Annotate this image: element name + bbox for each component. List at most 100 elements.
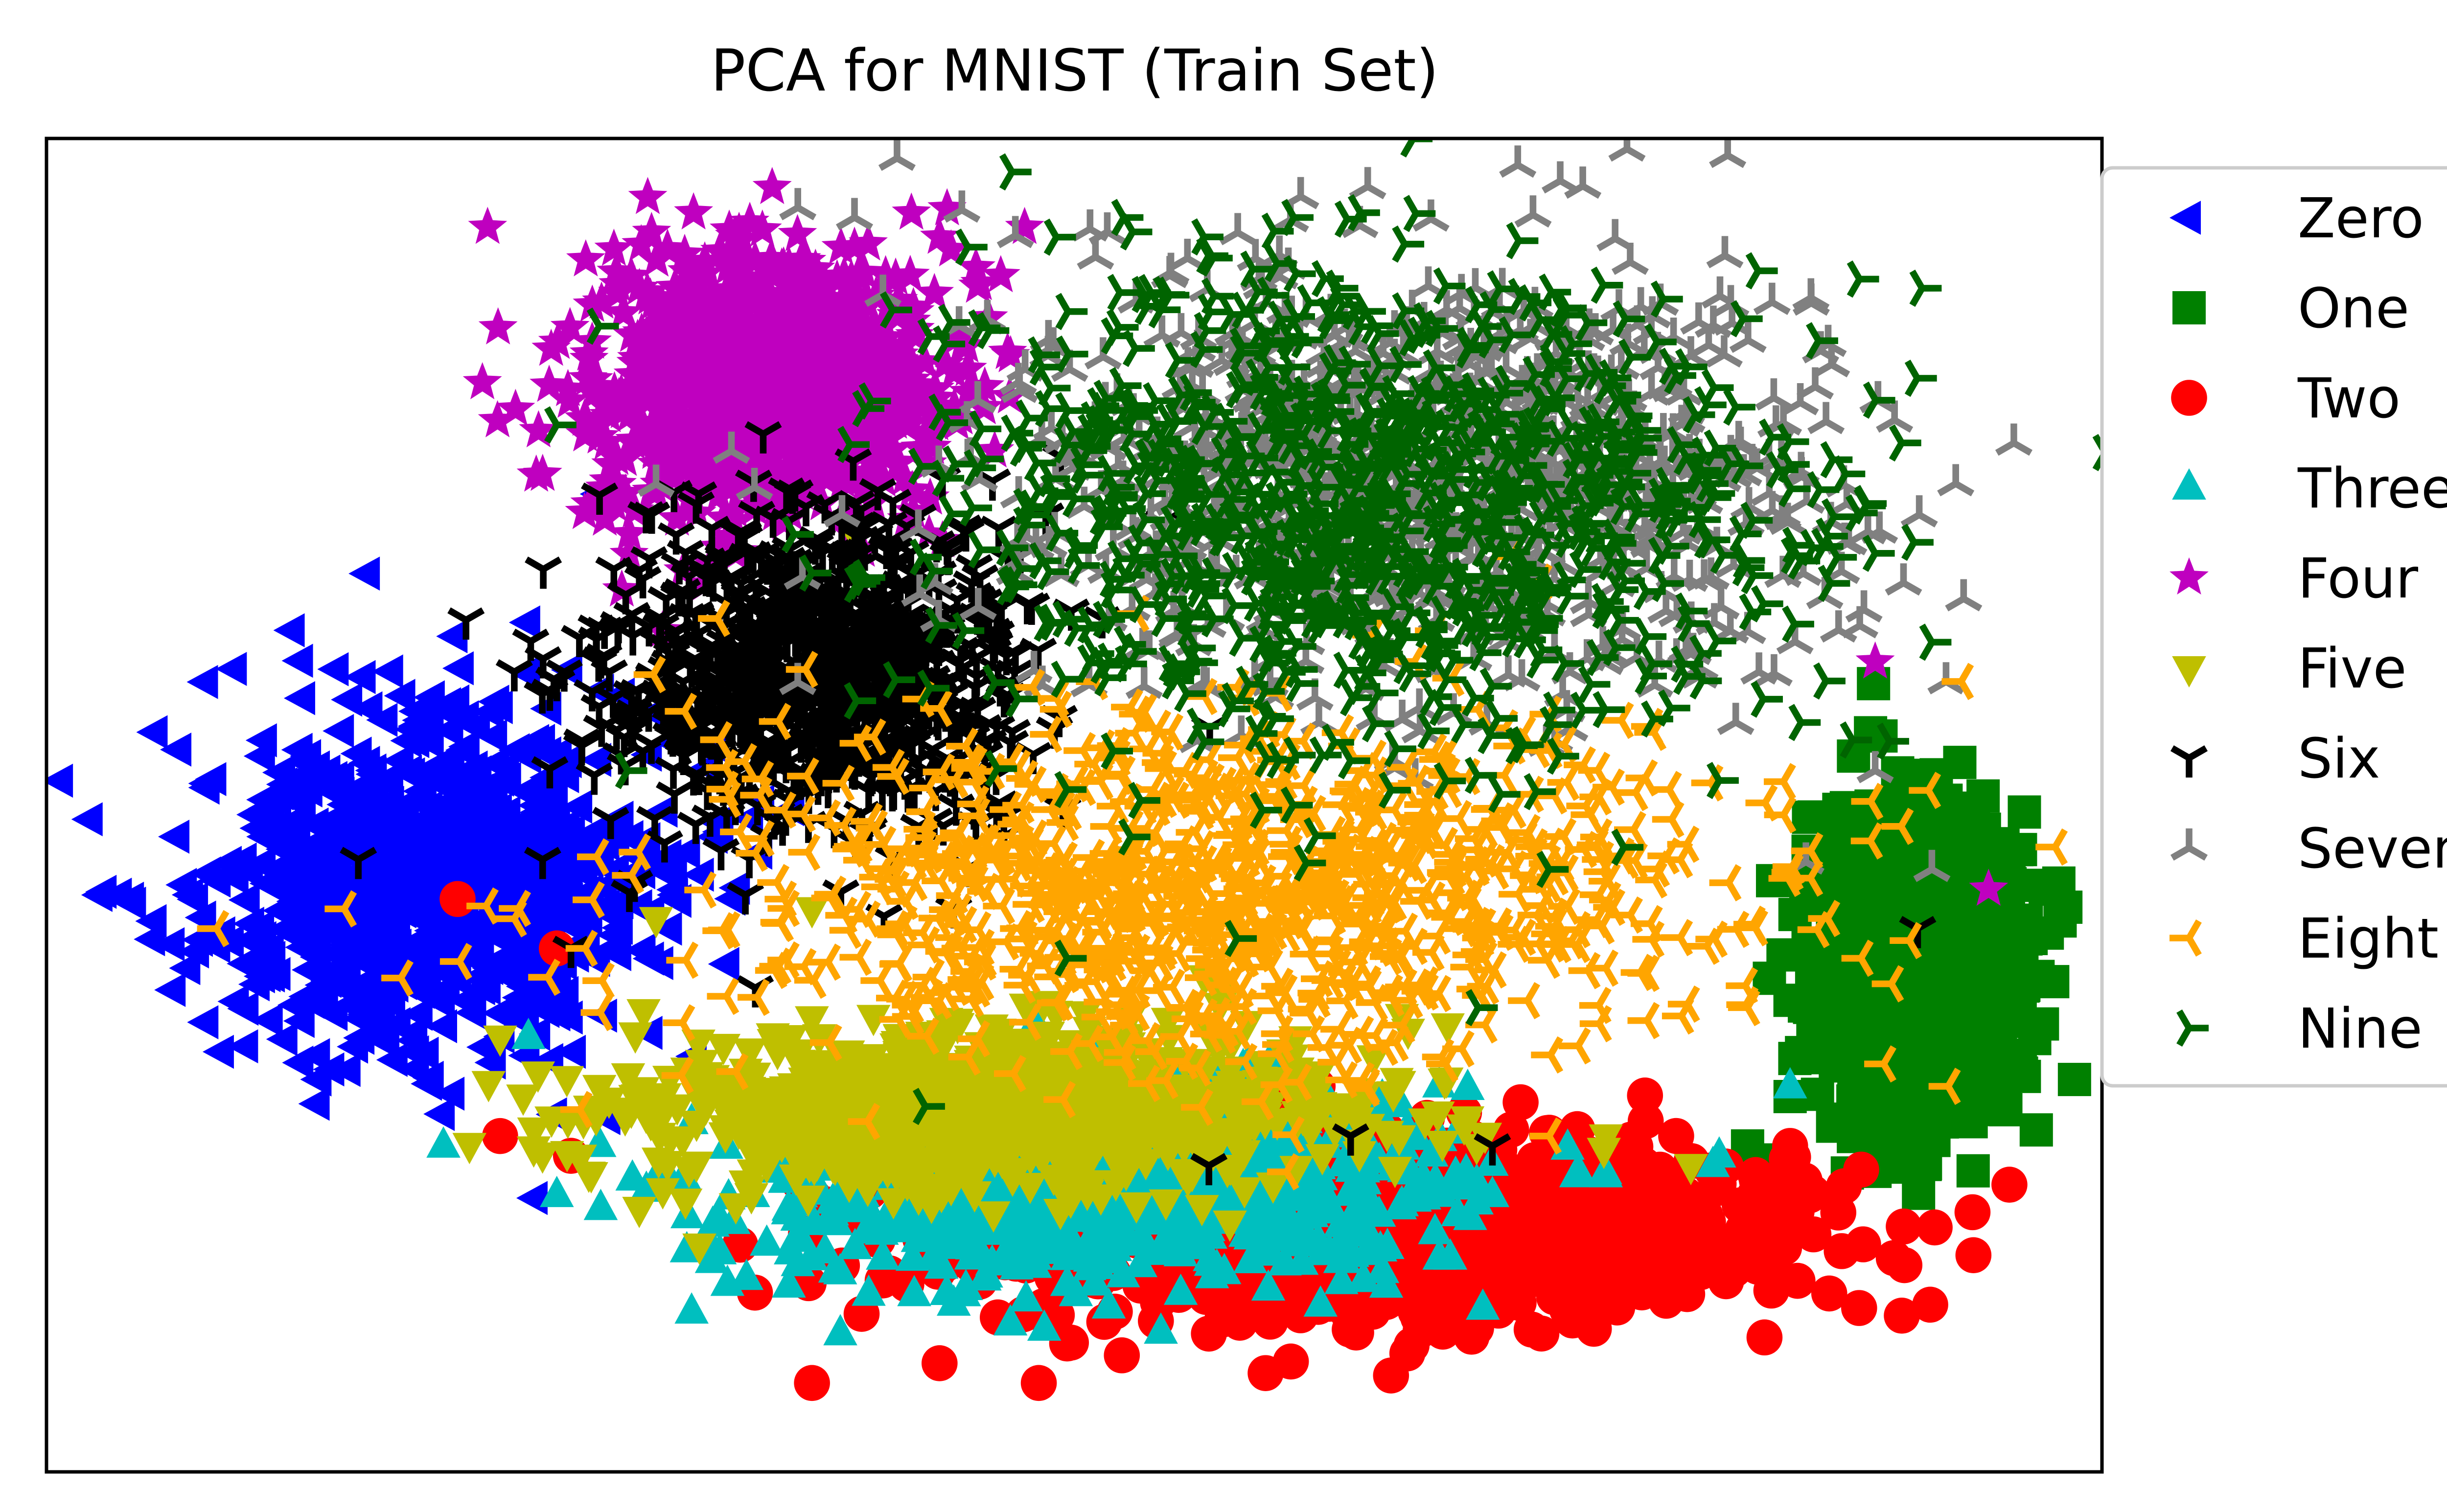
data-point <box>487 751 519 786</box>
data-point <box>400 695 432 730</box>
data-point <box>367 763 399 798</box>
data-point <box>202 1034 234 1069</box>
data-point <box>85 874 117 909</box>
data-point <box>366 703 398 737</box>
data-point <box>283 1004 315 1038</box>
data-point <box>1545 1235 1581 1271</box>
data-point <box>1104 1337 1140 1374</box>
data-point <box>227 1029 258 1064</box>
data-point <box>457 927 489 961</box>
data-point <box>1658 1118 1694 1154</box>
data-point <box>1995 1049 2029 1083</box>
data-point <box>1792 801 1825 834</box>
data-point <box>521 905 553 939</box>
data-point <box>1537 1198 1573 1235</box>
data-point <box>71 802 103 837</box>
data-point <box>594 897 625 932</box>
data-point <box>1635 1246 1671 1283</box>
data-point <box>1816 1004 1849 1038</box>
data-point <box>228 883 260 917</box>
data-point <box>395 1016 427 1050</box>
data-point <box>669 835 700 870</box>
data-point <box>1908 1147 1942 1181</box>
data-point <box>390 723 422 758</box>
data-point <box>318 775 349 809</box>
data-point <box>1575 1310 1612 1347</box>
data-point <box>1020 1365 1057 1401</box>
data-point <box>548 809 580 843</box>
data-point <box>384 679 416 713</box>
data-point <box>2029 872 2062 906</box>
data-point <box>436 619 468 654</box>
data-point <box>329 1053 361 1087</box>
data-point <box>362 860 393 894</box>
data-point <box>169 951 201 985</box>
data-point <box>323 714 354 748</box>
data-point <box>385 894 416 929</box>
data-point <box>442 651 474 686</box>
data-point <box>476 719 508 754</box>
data-point <box>482 996 514 1031</box>
data-point <box>439 881 476 917</box>
data-point <box>266 1022 298 1056</box>
data-point <box>281 643 313 678</box>
data-point <box>379 797 411 831</box>
data-point <box>262 893 294 928</box>
data-point <box>426 1009 458 1043</box>
data-point <box>478 685 509 719</box>
data-point <box>1627 1077 1663 1114</box>
data-point <box>1488 1266 1525 1303</box>
data-point <box>708 947 739 981</box>
data-point <box>593 932 625 966</box>
data-point <box>348 556 380 591</box>
data-point <box>1333 1296 1369 1332</box>
data-point <box>1991 1167 2028 1203</box>
data-point <box>113 881 144 916</box>
data-point <box>519 823 551 857</box>
data-point <box>464 807 496 842</box>
data-point <box>296 852 328 887</box>
data-point <box>660 884 692 918</box>
data-point <box>245 723 277 757</box>
data-point <box>187 1005 219 1039</box>
data-point <box>134 922 165 957</box>
data-point <box>227 946 258 981</box>
data-point <box>674 192 714 229</box>
data-point <box>418 853 450 887</box>
data-point <box>465 779 497 813</box>
data-point <box>304 968 336 1002</box>
data-point <box>1943 1020 1977 1054</box>
data-point <box>516 1181 548 1215</box>
data-point <box>165 868 197 902</box>
data-point <box>1843 1151 1879 1188</box>
data-point <box>268 832 300 867</box>
data-point <box>651 848 683 883</box>
data-point <box>433 1077 465 1111</box>
data-point <box>1648 1166 1685 1202</box>
data-point <box>1389 1335 1426 1372</box>
data-point <box>308 756 340 791</box>
data-point <box>1816 1109 1849 1143</box>
data-point <box>410 971 441 1005</box>
data-point <box>794 1365 830 1401</box>
data-point <box>1954 1194 1991 1231</box>
data-point <box>1955 1237 1992 1274</box>
data-point <box>1875 1240 1912 1276</box>
data-point <box>411 824 442 858</box>
data-point <box>892 192 931 230</box>
data-point <box>650 912 682 946</box>
data-point <box>339 971 370 1005</box>
data-point <box>227 991 259 1026</box>
data-point <box>508 605 540 640</box>
data-point <box>153 927 185 962</box>
data-point <box>482 1118 518 1154</box>
data-point <box>2000 833 2034 867</box>
data-point <box>2019 1113 2053 1147</box>
data-point <box>1716 1251 1753 1288</box>
data-point <box>1222 1305 1258 1341</box>
data-point <box>722 1226 759 1263</box>
data-point <box>243 959 275 993</box>
data-point <box>1191 1315 1227 1352</box>
data-point <box>583 1189 618 1220</box>
